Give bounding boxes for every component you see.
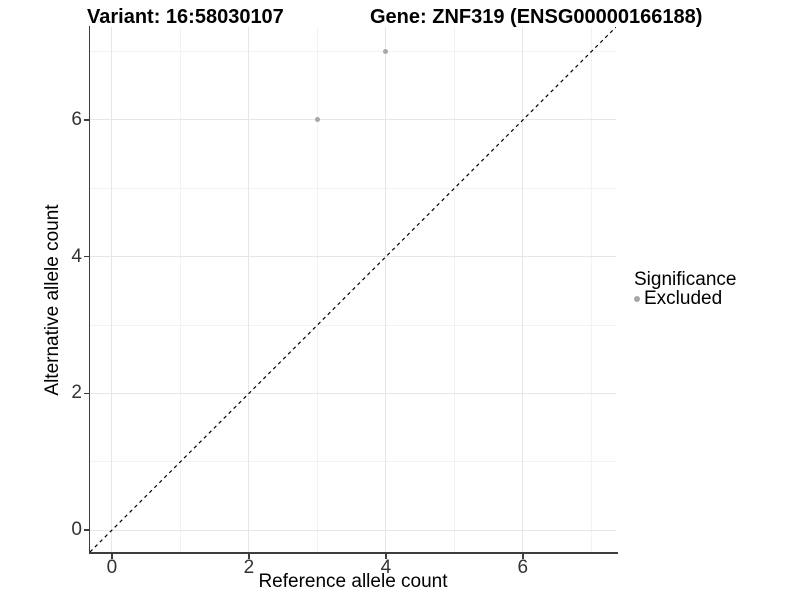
x-axis-line	[88, 552, 618, 554]
gridline-major-h	[90, 529, 616, 531]
gridline-major-h	[90, 256, 616, 258]
y-tick-mark	[83, 119, 89, 121]
gridline-minor-v	[316, 27, 318, 552]
x-tick-mark	[111, 553, 113, 559]
y-axis-line	[88, 26, 90, 553]
gridline-major-v	[385, 27, 387, 552]
gridline-major-h	[90, 392, 616, 394]
x-tick-label: 6	[517, 557, 529, 578]
gridline-minor-h	[90, 51, 616, 53]
x-tick-mark	[248, 553, 250, 559]
y-tick-mark	[83, 392, 89, 395]
legend-key-dot	[634, 295, 640, 302]
gridline-minor-v	[590, 27, 592, 552]
gridline-major-h	[90, 119, 616, 121]
x-tick-mark	[522, 553, 524, 559]
x-tick-mark	[385, 553, 387, 559]
legend-items: Excluded	[634, 289, 736, 308]
gridline-minor-h	[90, 324, 616, 326]
legend-title: Significance	[634, 269, 737, 290]
y-tick-label: 6	[71, 108, 82, 130]
data-point	[314, 117, 320, 123]
gene-title: Gene: ZNF319 (ENSG00000166188)	[370, 6, 703, 28]
legend-item-label: Excluded	[644, 288, 723, 309]
plot-panel	[90, 27, 616, 552]
y-tick-mark	[83, 255, 89, 258]
gridline-major-v	[111, 27, 113, 552]
y-tick-label: 2	[71, 382, 82, 404]
data-point	[383, 49, 389, 55]
gridline-minor-h	[90, 187, 616, 189]
legend: Significance Excluded	[634, 270, 736, 308]
gridline-major-v	[522, 27, 524, 552]
identity-line	[90, 27, 616, 552]
gridline-minor-h	[90, 461, 616, 463]
y-tick-label: 0	[71, 519, 82, 541]
gridline-major-v	[248, 27, 250, 552]
y-tick-mark	[83, 529, 89, 531]
x-tick-label: 4	[380, 557, 392, 578]
y-tick-label: 4	[71, 245, 82, 267]
gridline-minor-v	[179, 27, 181, 552]
legend-item: Excluded	[634, 289, 736, 308]
x-tick-label: 0	[106, 557, 118, 578]
x-tick-label: 2	[243, 557, 255, 578]
gridline-minor-v	[453, 27, 455, 552]
y-axis-title: Alternative allele count	[42, 204, 63, 396]
x-axis-title: Reference allele count	[258, 571, 448, 592]
variant-title: Variant: 16:58030107	[87, 6, 284, 28]
